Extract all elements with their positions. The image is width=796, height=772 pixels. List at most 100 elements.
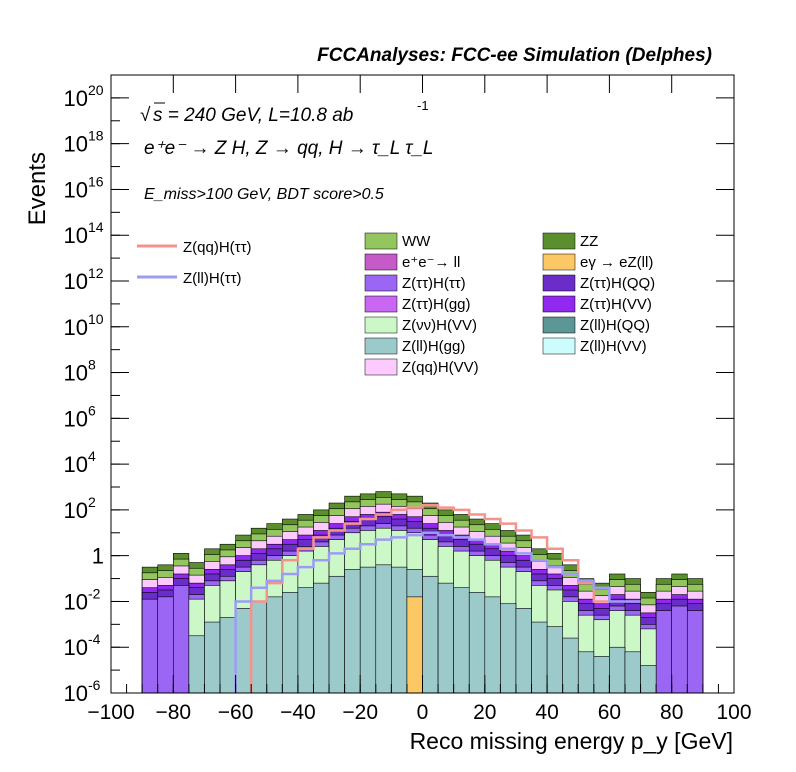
legend-swatch	[364, 316, 398, 334]
y-tick-exponent: 10	[88, 311, 104, 327]
stack-bin	[468, 591, 486, 694]
legend-label: Z(ll)H(ττ)	[183, 270, 242, 287]
selection-label: E_miss>100 GeV, BDT score>0.5	[144, 186, 384, 203]
y-tick-exponent: 2	[88, 494, 96, 510]
legend-label: Z(qq)H(VV)	[402, 359, 479, 376]
y-tick-exponent: 8	[88, 357, 96, 373]
sqrt-symbol: √	[140, 105, 151, 126]
y-tick-exponent: 4	[88, 448, 96, 464]
signal-ll-curve	[234, 531, 641, 693]
x-tick-label: −20	[342, 701, 378, 724]
y-tick-label: 10	[64, 361, 88, 386]
legend: Z(qq)H(ττ) Z(ll)H(ττ) WW ZZ e⁺e⁻→ ll eγ → eZ(…	[137, 232, 655, 376]
legend-swatch	[364, 358, 398, 376]
x-tick-label: −60	[218, 701, 254, 724]
legend-swatch	[364, 274, 398, 292]
stack-bin	[422, 575, 439, 694]
y-axis-label: Events	[24, 152, 51, 225]
stack-bin	[437, 582, 454, 694]
stack-bin	[624, 651, 641, 694]
stack-bin	[344, 569, 361, 694]
legend-swatch	[542, 253, 576, 271]
y-tick-label: 10	[64, 177, 88, 202]
y-tick-exponent: -2	[88, 585, 101, 601]
y-tick-label: 10	[64, 269, 88, 294]
stack-bin	[328, 575, 345, 694]
stack-bin	[157, 596, 174, 694]
legend-label: Z(ll)H(VV)	[580, 338, 647, 355]
legend-label: Z(ττ)H(QQ)	[580, 275, 655, 292]
legend-swatch	[542, 295, 576, 313]
stack-bin	[531, 621, 548, 694]
stack-bin	[375, 564, 392, 694]
stack-bin	[484, 596, 501, 694]
stack-bin	[655, 610, 672, 694]
stack-bin	[391, 566, 408, 694]
legend-swatch	[542, 274, 576, 292]
y-tick-label: 10	[64, 452, 88, 477]
stack-bin	[500, 603, 517, 694]
stack-bin	[313, 582, 330, 694]
x-axis-label: Reco missing energy p_y [GeV]	[410, 728, 733, 754]
stack-bin	[671, 605, 688, 694]
chart-title: FCCAnalyses: FCC-ee Simulation (Delphes)	[317, 45, 712, 66]
y-tick-exponent: 12	[88, 265, 104, 281]
legend-label: Z(ll)H(gg)	[402, 338, 465, 355]
x-tick-label: 100	[716, 701, 751, 724]
x-tick-label: 20	[473, 701, 496, 724]
stack-bin	[141, 598, 159, 694]
legend-label: Z(ττ)H(VV)	[580, 296, 652, 313]
legend-swatch	[542, 337, 576, 355]
energy-lumi-label: s = 240 GeV, L=10.8 ab	[153, 105, 353, 126]
legend-swatch	[364, 295, 398, 313]
y-tick-exponent: 20	[88, 82, 104, 98]
x-tick-label: −80	[155, 701, 191, 724]
x-tick-label: 60	[598, 701, 621, 724]
y-tick-exponent: 18	[88, 128, 104, 144]
stack-bin	[562, 637, 579, 694]
x-tick-label: −40	[280, 701, 316, 724]
legend-swatch	[364, 232, 398, 250]
process-label: e⁺e⁻ → Z H, Z → qq, H → τ_L τ_L	[144, 138, 433, 159]
stack-bin	[188, 635, 205, 694]
signal-curves	[234, 504, 641, 693]
y-tick-label: 10	[64, 132, 88, 157]
y-tick-label: 1	[92, 544, 104, 569]
egamma-bin	[406, 596, 423, 694]
legend-swatch	[364, 253, 398, 271]
y-tick-label: 10	[64, 681, 88, 706]
stack-bin	[204, 621, 221, 694]
y-tick-label: 10	[64, 589, 88, 614]
stack-bin	[235, 608, 252, 694]
legend-label: Z(ττ)H(ττ)	[402, 275, 466, 292]
stack-bin	[219, 617, 236, 694]
y-tick-exponent: 16	[88, 173, 104, 189]
stack-bin	[173, 585, 190, 694]
legend-swatch	[542, 232, 576, 250]
legend-label: ZZ	[580, 233, 598, 250]
signal-qq-curve	[249, 504, 610, 693]
y-tick-exponent: 14	[88, 219, 104, 235]
stack-bin	[546, 626, 563, 694]
stack-bin	[359, 566, 377, 694]
stack-bin	[686, 610, 704, 694]
stack-bin	[515, 608, 532, 694]
y-tick-exponent: 6	[88, 402, 96, 418]
y-tick-exponent: -6	[88, 677, 101, 693]
stack-bin	[266, 596, 283, 694]
stack-bin	[640, 665, 657, 694]
x-tick-label: 80	[660, 701, 683, 724]
y-tick-label: 10	[64, 498, 88, 523]
legend-label: e⁺e⁻→ ll	[402, 254, 460, 271]
x-tick-label: 40	[535, 701, 558, 724]
legend-label: WW	[402, 233, 431, 250]
y-tick-label: 10	[64, 635, 88, 660]
y-tick-exponent: -4	[88, 631, 101, 647]
annotation-block: √ s = 240 GeV, L=10.8 ab -1 e⁺e⁻ → Z H, …	[140, 98, 433, 203]
stack-bin	[577, 651, 595, 694]
y-tick-label: 10	[64, 86, 88, 111]
legend-label: Z(qq)H(ττ)	[183, 239, 252, 256]
stack-bin	[282, 591, 299, 694]
x-tick-label: 0	[417, 701, 429, 724]
legend-label: Z(ll)H(QQ)	[580, 317, 650, 334]
